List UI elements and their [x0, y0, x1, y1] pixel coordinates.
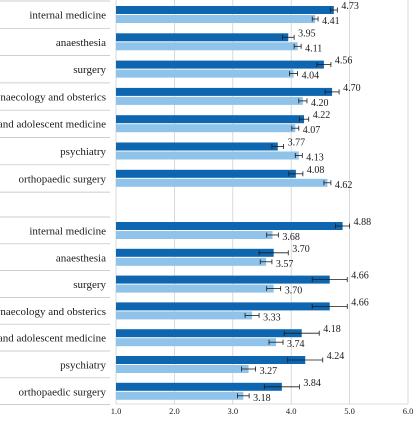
bar — [116, 142, 278, 151]
data-label: 4.08 — [307, 165, 325, 176]
bar — [116, 382, 282, 391]
bar — [116, 248, 274, 257]
bar — [116, 42, 298, 51]
category-label: internal medicine — [29, 10, 106, 22]
data-label: 4.04 — [302, 71, 320, 82]
data-label: 3.18 — [253, 393, 270, 404]
bar — [116, 231, 273, 239]
data-label: 4.18 — [323, 324, 341, 335]
data-label: 4.41 — [322, 16, 340, 27]
bar — [116, 96, 303, 105]
bar — [116, 302, 330, 311]
bar — [116, 391, 244, 400]
bar — [116, 275, 330, 284]
data-label: 4.88 — [354, 217, 372, 228]
bar — [116, 284, 274, 293]
bar — [116, 124, 296, 133]
data-label: 4.13 — [306, 153, 324, 164]
bar — [116, 60, 324, 69]
bar — [116, 169, 296, 178]
category-label: anaesthesia — [56, 252, 106, 264]
bar — [116, 33, 289, 42]
bar — [116, 356, 306, 364]
bar — [116, 6, 334, 14]
bar — [116, 311, 253, 320]
data-label: 3.57 — [276, 259, 294, 270]
x-tick-label: 5.0 — [344, 406, 355, 416]
category-label: orthopaedic surgery — [19, 386, 107, 398]
data-label: 3.33 — [263, 312, 281, 323]
category-label: psychiatry — [60, 360, 106, 372]
data-label: 4.66 — [351, 271, 369, 282]
bar — [116, 257, 267, 266]
data-label: 3.95 — [298, 28, 316, 39]
bar — [116, 115, 305, 124]
data-label: 3.74 — [287, 339, 305, 350]
bar — [116, 151, 299, 160]
data-label: 3.77 — [288, 138, 306, 149]
data-label: 3.70 — [285, 286, 303, 297]
category-label: gynaecology and obsterics — [0, 306, 106, 318]
category-label: anaesthesia — [56, 37, 106, 49]
x-tick-label: 4.0 — [286, 406, 297, 416]
category-label: internal medicine — [29, 226, 106, 238]
data-label: 3.27 — [260, 366, 278, 377]
bar — [116, 222, 343, 230]
category-label: child and adolescent medicine — [0, 119, 106, 131]
data-label: 4.11 — [305, 43, 322, 54]
category-label: gynaecology and obsterics — [0, 91, 106, 103]
data-label: 3.84 — [303, 378, 321, 389]
data-label: 4.56 — [335, 56, 353, 67]
data-label: 3.68 — [282, 232, 300, 243]
data-label: 4.70 — [343, 83, 361, 94]
bar — [116, 87, 333, 96]
data-label: 4.20 — [311, 98, 329, 109]
data-label: 4.22 — [313, 110, 331, 121]
bar — [116, 338, 277, 347]
x-tick-label: 1.0 — [111, 406, 122, 416]
category-label: orthopaedic surgery — [19, 173, 107, 185]
category-label: psychiatry — [60, 146, 106, 158]
category-label: surgery — [73, 64, 106, 76]
bar — [116, 178, 328, 187]
category-label: child and adolescent medicine — [0, 333, 106, 345]
x-tick-label: 3.0 — [227, 406, 238, 416]
data-label: 4.73 — [341, 1, 359, 12]
data-label: 4.62 — [335, 180, 353, 191]
bar — [116, 15, 316, 23]
data-label: 3.70 — [292, 244, 310, 255]
bar — [116, 69, 294, 78]
data-label: 4.07 — [303, 125, 321, 136]
bar — [116, 329, 302, 338]
x-tick-label: 6.0 — [403, 406, 414, 416]
category-label: surgery — [73, 279, 106, 291]
data-label: 4.24 — [327, 351, 345, 362]
bar — [116, 365, 249, 373]
x-tick-label: 2.0 — [169, 406, 180, 416]
data-label: 4.66 — [351, 297, 369, 308]
